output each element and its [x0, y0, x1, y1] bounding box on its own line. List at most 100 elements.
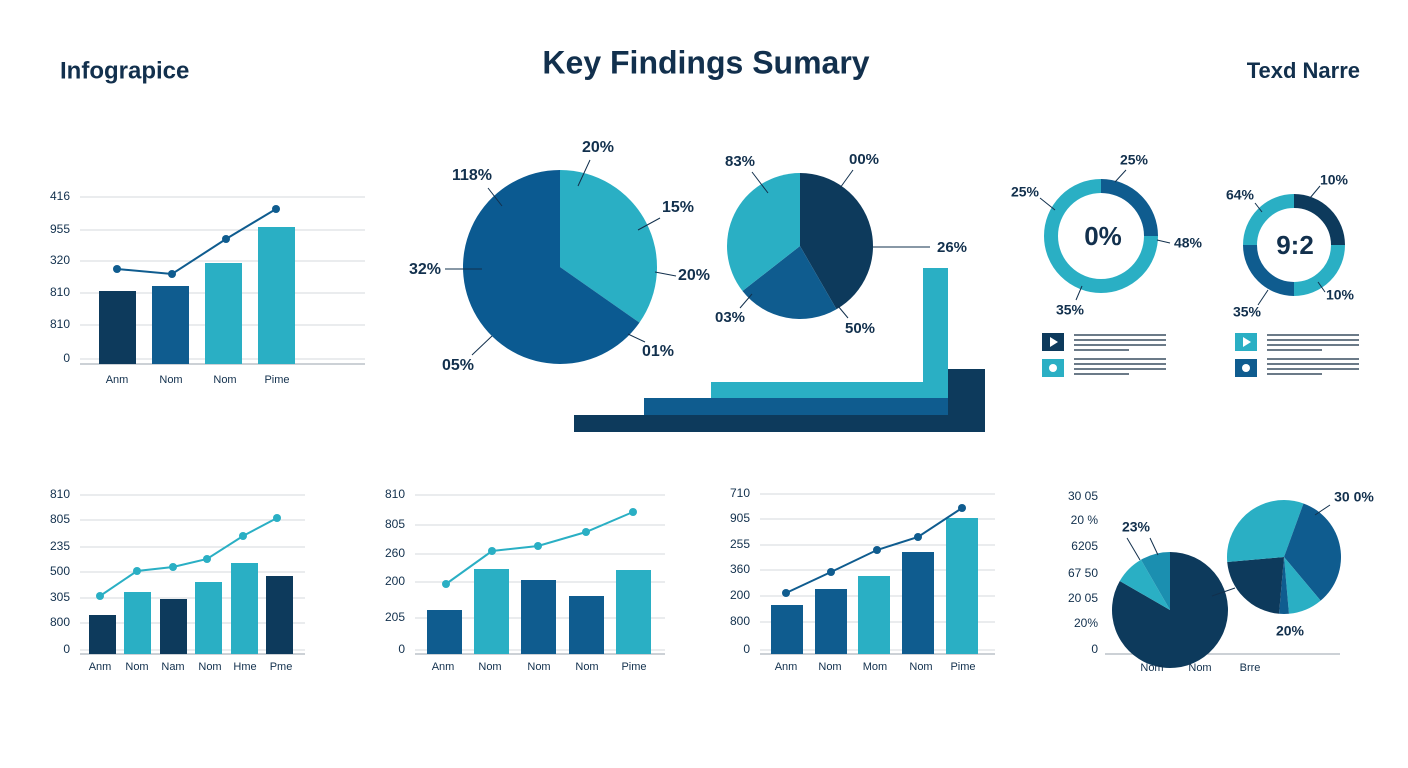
y-tick-label: 67 50	[1068, 566, 1098, 580]
donut-label: 48%	[1174, 235, 1203, 251]
leader-line	[654, 271, 677, 277]
x-tick-label: Nom	[125, 661, 148, 673]
bar	[616, 570, 651, 654]
trend-point	[914, 533, 922, 541]
pie-label: 118%	[452, 167, 492, 184]
bar	[258, 227, 295, 364]
pie-label: 03%	[715, 309, 745, 326]
x-tick-label: Anm	[775, 661, 798, 673]
pie-label: 05%	[442, 357, 474, 374]
y-tick-label: 305	[50, 590, 70, 604]
legend-text-line	[1074, 358, 1166, 360]
y-tick-label: 905	[730, 511, 750, 525]
trend-point	[873, 546, 881, 554]
bar	[195, 582, 222, 654]
leader-line	[487, 187, 503, 207]
pie-slice	[1284, 557, 1321, 614]
legend-text-line	[1074, 339, 1166, 341]
trend-point	[582, 528, 590, 536]
leader-line	[471, 335, 493, 356]
leader-line	[839, 169, 854, 189]
bar	[569, 596, 604, 654]
trend-point	[272, 205, 280, 213]
donut-arc	[1293, 194, 1345, 246]
donut-label: 35%	[1056, 302, 1085, 318]
x-tick-label: Nom	[527, 661, 550, 673]
trend-point	[782, 589, 790, 597]
y-tick-label: 416	[50, 189, 70, 203]
x-tick-label: Nom	[159, 374, 182, 386]
bar	[160, 599, 187, 654]
leader-line	[1254, 202, 1263, 213]
donut-center: 0%	[1084, 221, 1122, 251]
pie-slice	[1119, 559, 1170, 610]
y-tick-label: 200	[730, 588, 750, 602]
y-tick-label: 500	[50, 564, 70, 578]
bar	[815, 589, 847, 654]
leader-line	[1149, 537, 1159, 556]
trend-point	[534, 542, 542, 550]
pie-label: 00%	[849, 151, 879, 168]
trend-point	[113, 265, 121, 273]
legend-dot	[1242, 364, 1250, 372]
y-tick-label: 800	[730, 614, 750, 628]
pie-label: 20%	[1276, 623, 1305, 639]
pie-slice	[1141, 552, 1170, 610]
legend-play	[1243, 337, 1251, 347]
y-tick-label: 20 %	[1071, 513, 1099, 527]
y-tick-label: 805	[50, 512, 70, 526]
trend-point	[488, 547, 496, 555]
y-tick-label: 6205	[1071, 539, 1098, 553]
step-bar	[711, 382, 948, 398]
x-tick-label: Nam	[161, 661, 184, 673]
y-tick-label: 255	[730, 537, 750, 551]
bar	[266, 576, 293, 654]
pie-slice	[1284, 503, 1341, 601]
bar	[946, 518, 978, 654]
leader-line	[1039, 197, 1056, 211]
donut-label: 64%	[1226, 187, 1255, 203]
legend-text-line	[1267, 358, 1359, 360]
x-tick-label: Nom	[818, 661, 841, 673]
legend-text-line	[1074, 349, 1129, 351]
trend-point	[168, 270, 176, 278]
leader-line	[1114, 169, 1127, 183]
trend-line	[99, 517, 278, 597]
leader-line	[1257, 289, 1269, 306]
y-tick-label: 260	[385, 546, 405, 560]
step-bar	[574, 415, 985, 432]
trend-point	[169, 563, 177, 571]
y-tick-label: 0	[398, 642, 405, 656]
bar	[427, 610, 462, 654]
legend-text-line	[1074, 373, 1129, 375]
x-tick-label: Pme	[270, 661, 293, 673]
leader-line	[1309, 185, 1321, 199]
y-tick-label: 0	[63, 642, 70, 656]
legend-text-line	[1074, 368, 1166, 370]
bar	[124, 592, 151, 654]
leader-line	[627, 333, 646, 343]
x-tick-label: Pime	[621, 661, 646, 673]
leader-line	[1075, 285, 1083, 301]
pie-slice	[1227, 500, 1284, 562]
pie-label: 20%	[582, 139, 614, 156]
leader-line	[1156, 239, 1171, 244]
donut-label: 35%	[1233, 304, 1262, 320]
pie-label: 15%	[662, 199, 694, 216]
y-tick-label: 0	[63, 351, 70, 365]
pie-label: 50%	[845, 320, 875, 337]
trend-point	[827, 568, 835, 576]
pie-label: 83%	[725, 153, 755, 170]
header-left: Infograpice	[60, 57, 189, 84]
x-tick-label: Pime	[264, 374, 289, 386]
legend-play	[1050, 337, 1058, 347]
header-title: Key Findings Sumary	[542, 44, 869, 80]
donut-arc	[1293, 244, 1345, 296]
legend-text-line	[1267, 373, 1322, 375]
donut-center: 9:2	[1276, 230, 1314, 260]
bar	[99, 291, 136, 364]
y-tick-label: 810	[50, 285, 70, 299]
bar	[902, 552, 934, 654]
legend-dot	[1049, 364, 1057, 372]
